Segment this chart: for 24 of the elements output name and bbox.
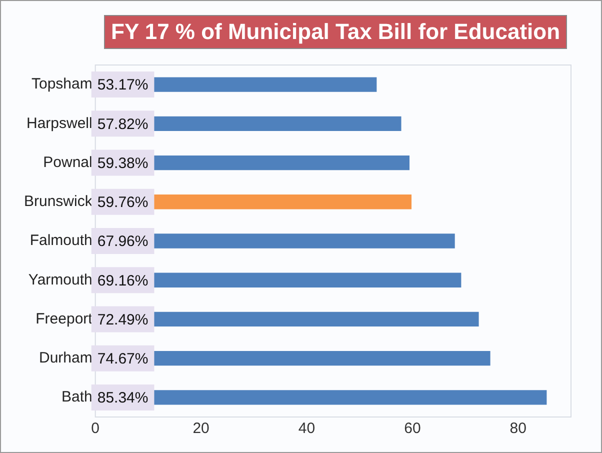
y-tick-label: Falmouth <box>30 232 92 250</box>
data-label: 72.49% <box>97 311 148 328</box>
y-tick-label: Durham <box>38 349 92 366</box>
data-label: 74.67% <box>97 350 148 368</box>
data-label: 59.76% <box>97 194 148 212</box>
x-tick-label: 40 <box>298 420 316 438</box>
y-tick-label: Pownal <box>43 154 92 171</box>
data-label: 85.34% <box>97 390 148 407</box>
y-tick-label: Freeport <box>36 310 94 328</box>
y-tick-label: Topsham <box>31 76 92 93</box>
y-tick-label: Bath <box>61 388 92 406</box>
data-label: 59.38% <box>97 154 148 172</box>
y-tick-label: Harpswell <box>26 114 92 132</box>
data-label: 69.16% <box>97 272 148 290</box>
x-tick-label: 20 <box>192 420 210 438</box>
x-tick-label: 80 <box>510 420 526 438</box>
x-tick-label: 60 <box>404 420 421 438</box>
chart-title: FY 17 % of Municipal Tax Bill for Education <box>104 15 568 49</box>
y-tick-label: Yarmouth <box>28 271 92 288</box>
data-label: 67.96% <box>97 233 148 250</box>
data-label: 57.82% <box>97 116 148 133</box>
x-tick-label: 0 <box>91 420 100 438</box>
data-label: 53.17% <box>97 76 148 94</box>
y-tick-label: Brunswick <box>24 193 93 210</box>
